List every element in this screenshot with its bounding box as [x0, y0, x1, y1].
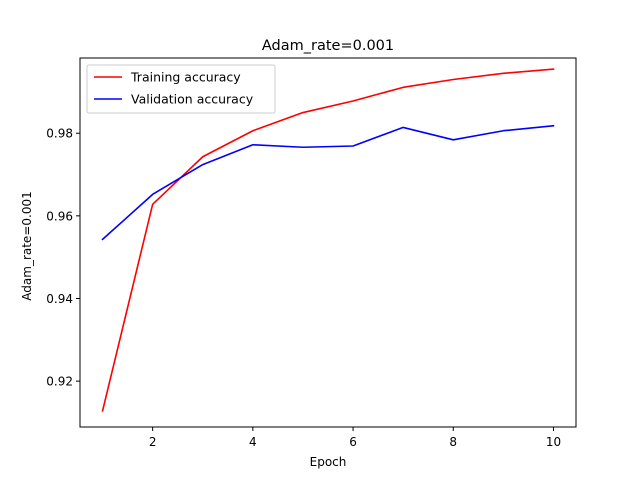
legend-label-validation: Validation accuracy	[131, 92, 254, 107]
legend: Training accuracy Validation accuracy	[86, 64, 276, 114]
axes: 2 4 6 8 10 0.92 0.94 0.96 0.98	[46, 57, 577, 449]
legend-box	[86, 64, 276, 114]
axes-frame	[79, 57, 577, 428]
y-tick-label: 0.92	[46, 375, 73, 389]
x-tick-label: 4	[249, 435, 257, 449]
chart-title: Adam_rate=0.001	[262, 38, 394, 54]
series-line-validation	[101, 124, 555, 241]
series-line-training	[101, 68, 555, 412]
y-tick-label: 0.96	[46, 209, 73, 223]
y-tick-label: 0.94	[46, 292, 73, 306]
x-tick-label: 8	[449, 435, 457, 449]
legend-label-training: Training accuracy	[130, 70, 241, 85]
plot-area	[101, 68, 555, 412]
x-tick-label: 6	[349, 435, 357, 449]
x-tick-label: 10	[546, 435, 561, 449]
x-axis-title: Epoch	[310, 455, 347, 469]
y-axis-title: Adam_rate=0.001	[20, 191, 34, 300]
x-tick-label: 2	[149, 435, 157, 449]
y-tick-label: 0.98	[46, 127, 73, 141]
